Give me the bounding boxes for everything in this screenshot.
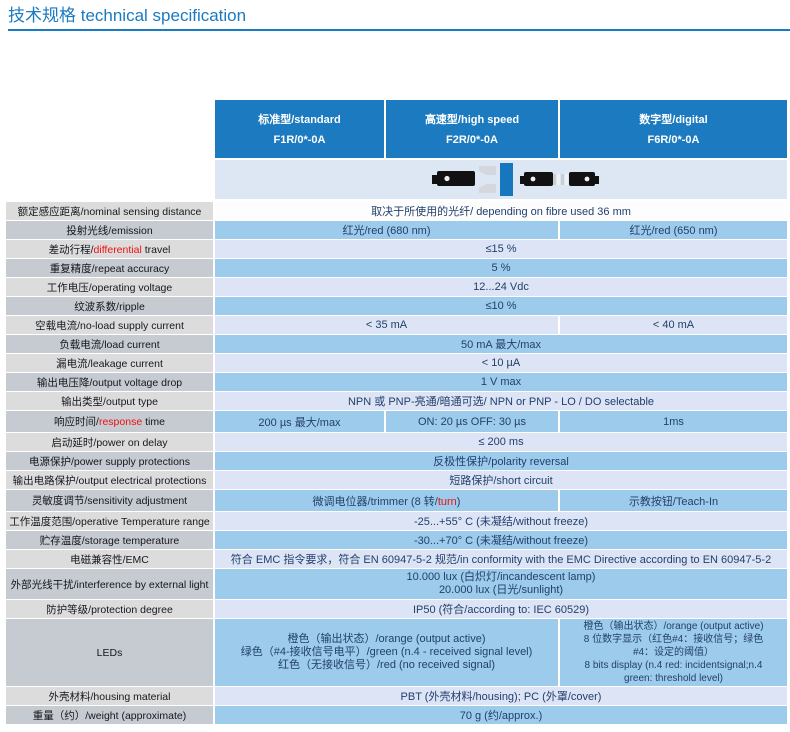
spec-value: NPN 或 PNP-亮通/暗通可选/ NPN or PNP - LO / DO … [215, 392, 787, 410]
product-photo-row [215, 160, 787, 199]
spec-label: 电源保护/power supply protections [6, 452, 213, 470]
row-nominal-sensing-distance: 额定感应距离/nominal sensing distance 取决于所使用的光… [0, 202, 787, 220]
spec-value: 红光/red (650 nm) [560, 221, 787, 239]
column-header-standard: 标准型/standard F1R/0*-0A [215, 100, 384, 158]
row-power-on-delay: 启动延时/power on delay ≤ 200 ms [0, 433, 787, 451]
row-sensitivity-adjustment: 灵敏度调节/sensitivity adjustment 微调电位器/trimm… [0, 490, 787, 511]
spec-label: 纹波系数/ripple [6, 297, 213, 315]
spec-value: 200 µs 最大/max [215, 411, 384, 432]
spec-value: 符合 EMC 指令要求，符合 EN 60947-5-2 规范/in confor… [215, 550, 787, 568]
spec-value: 橙色（输出状态）/orange (output active) 8 位数字显示（… [560, 619, 787, 686]
spec-value: 50 mA 最大/max [215, 335, 787, 353]
spec-value: 反极性保护/polarity reversal [215, 452, 787, 470]
spec-value: < 35 mA [215, 316, 558, 334]
spec-value: 5 % [215, 259, 787, 277]
spec-label: 输出类型/output type [6, 392, 213, 410]
spec-value: 短路保护/short circuit [215, 471, 787, 489]
spec-label: 外壳材料/housing material [6, 687, 213, 705]
column-header-high-speed: 高速型/high speed F2R/0*-0A [386, 100, 558, 158]
column-model: F1R/0*-0A [273, 134, 326, 146]
spec-value: -25...+55° C (未凝结/without freeze) [215, 512, 787, 530]
spec-label: 外部光线干扰/interference by external light [6, 569, 213, 599]
page-title: 技术规格 technical specification [8, 6, 790, 26]
spec-value: < 10 µA [215, 354, 787, 372]
title-divider [8, 29, 790, 31]
spec-value: 取决于所使用的光纤/ depending on fibre used 36 mm [215, 202, 787, 220]
row-differential-travel: 差动行程/differential travel ≤15 % [0, 240, 787, 258]
row-operating-voltage: 工作电压/operating voltage 12...24 Vdc [0, 278, 787, 296]
row-no-load-supply-current: 空载电流/no-load supply current < 35 mA < 40… [0, 316, 787, 334]
spec-label: 漏电流/leakage current [6, 354, 213, 372]
row-weight: 重量（约）/weight (approximate) 70 g (约/appro… [0, 706, 787, 724]
spec-label: 重量（约）/weight (approximate) [6, 706, 213, 724]
fiber-amplifier-photo [432, 163, 599, 196]
page-header: 技术规格 technical specification [0, 0, 790, 31]
row-storage-temperature: 贮存温度/storage temperature -30...+70° C (未… [0, 531, 787, 549]
row-output-type: 输出类型/output type NPN 或 PNP-亮通/暗通可选/ NPN … [0, 392, 787, 410]
spec-label: 工作电压/operating voltage [6, 278, 213, 296]
spec-value: ≤10 % [215, 297, 787, 315]
column-model: F6R/0*-0A [647, 134, 700, 146]
spec-label: 贮存温度/storage temperature [6, 531, 213, 549]
spec-value: PBT (外壳材料/housing); PC (外罩/cover) [215, 687, 787, 705]
spec-label: 负载电流/load current [6, 335, 213, 353]
spec-value: 70 g (约/approx.) [215, 706, 787, 724]
row-output-electrical-protections: 输出电路保护/output electrical protections 短路保… [0, 471, 787, 489]
spec-rows: 额定感应距离/nominal sensing distance 取决于所使用的光… [0, 202, 787, 724]
specification-table: 标准型/standard F1R/0*-0A 高速型/high speed F2… [0, 100, 790, 724]
spec-value: 1ms [560, 411, 787, 432]
table-header-row: 标准型/standard F1R/0*-0A 高速型/high speed F2… [215, 100, 787, 158]
row-interference-external-light: 外部光线干扰/interference by external light 10… [0, 569, 787, 599]
row-operative-temperature-range: 工作温度范围/operative Temperature range -25..… [0, 512, 787, 530]
spec-label: 额定感应距离/nominal sensing distance [6, 202, 213, 220]
spec-value: ON: 20 µs OFF: 30 µs [386, 411, 558, 432]
spec-label: 投射光线/emission [6, 221, 213, 239]
column-type: 高速型/high speed [424, 114, 520, 126]
spec-label: 输出电路保护/output electrical protections [6, 471, 213, 489]
row-ripple: 纹波系数/ripple ≤10 % [0, 297, 787, 315]
row-housing-material: 外壳材料/housing material PBT (外壳材料/housing)… [0, 687, 787, 705]
spec-value: 微调电位器/trimmer (8 转/turn) [215, 490, 558, 511]
row-repeat-accuracy: 重复精度/repeat accuracy 5 % [0, 259, 787, 277]
page-title-zh: 技术规格 [8, 6, 76, 25]
page-title-en: technical specification [76, 6, 247, 25]
spec-label: 电磁兼容性/EMC [6, 550, 213, 568]
spec-value: 示教按钮/Teach-In [560, 490, 787, 511]
spec-label: 差动行程/differential travel [6, 240, 213, 258]
spec-label: 输出电压降/output voltage drop [6, 373, 213, 391]
spec-value: 1 V max [215, 373, 787, 391]
spec-value: ≤ 200 ms [215, 433, 787, 451]
spec-value: ≤15 % [215, 240, 787, 258]
row-emc: 电磁兼容性/EMC 符合 EMC 指令要求，符合 EN 60947-5-2 规范… [0, 550, 787, 568]
spec-label: LEDs [6, 619, 213, 686]
spec-value: IP50 (符合/according to: IEC 60529) [215, 600, 787, 618]
row-response-time: 响应时间/response time 200 µs 最大/max ON: 20 … [0, 411, 787, 432]
row-leakage-current: 漏电流/leakage current < 10 µA [0, 354, 787, 372]
spec-label: 响应时间/response time [6, 411, 213, 432]
row-power-supply-protections: 电源保护/power supply protections 反极性保护/pola… [0, 452, 787, 470]
spec-label: 工作温度范围/operative Temperature range [6, 512, 213, 530]
spec-value: 12...24 Vdc [215, 278, 787, 296]
row-emission: 投射光线/emission 红光/red (680 nm) 红光/red (65… [0, 221, 787, 239]
spec-label: 重复精度/repeat accuracy [6, 259, 213, 277]
column-header-digital: 数字型/digital F6R/0*-0A [560, 100, 787, 158]
spec-value: 红光/red (680 nm) [215, 221, 558, 239]
row-protection-degree: 防护等级/protection degree IP50 (符合/accordin… [0, 600, 787, 618]
row-leds: LEDs 橙色（输出状态）/orange (output active) 绿色（… [0, 619, 787, 686]
spec-label: 防护等级/protection degree [6, 600, 213, 618]
spec-label: 空载电流/no-load supply current [6, 316, 213, 334]
column-model: F2R/0*-0A [446, 134, 498, 146]
spec-value: < 40 mA [560, 316, 787, 334]
row-output-voltage-drop: 输出电压降/output voltage drop 1 V max [0, 373, 787, 391]
column-type: 数字型/digital [639, 114, 708, 126]
spec-label: 启动延时/power on delay [6, 433, 213, 451]
spec-label: 灵敏度调节/sensitivity adjustment [6, 490, 213, 511]
spec-value: 10.000 lux (白炽灯/incandescent lamp) 20.00… [215, 569, 787, 599]
spec-value: 橙色（输出状态）/orange (output active) 绿色（#4-接收… [215, 619, 558, 686]
row-load-current: 负载电流/load current 50 mA 最大/max [0, 335, 787, 353]
spec-value: -30...+70° C (未凝结/without freeze) [215, 531, 787, 549]
column-type: 标准型/standard [258, 114, 341, 126]
